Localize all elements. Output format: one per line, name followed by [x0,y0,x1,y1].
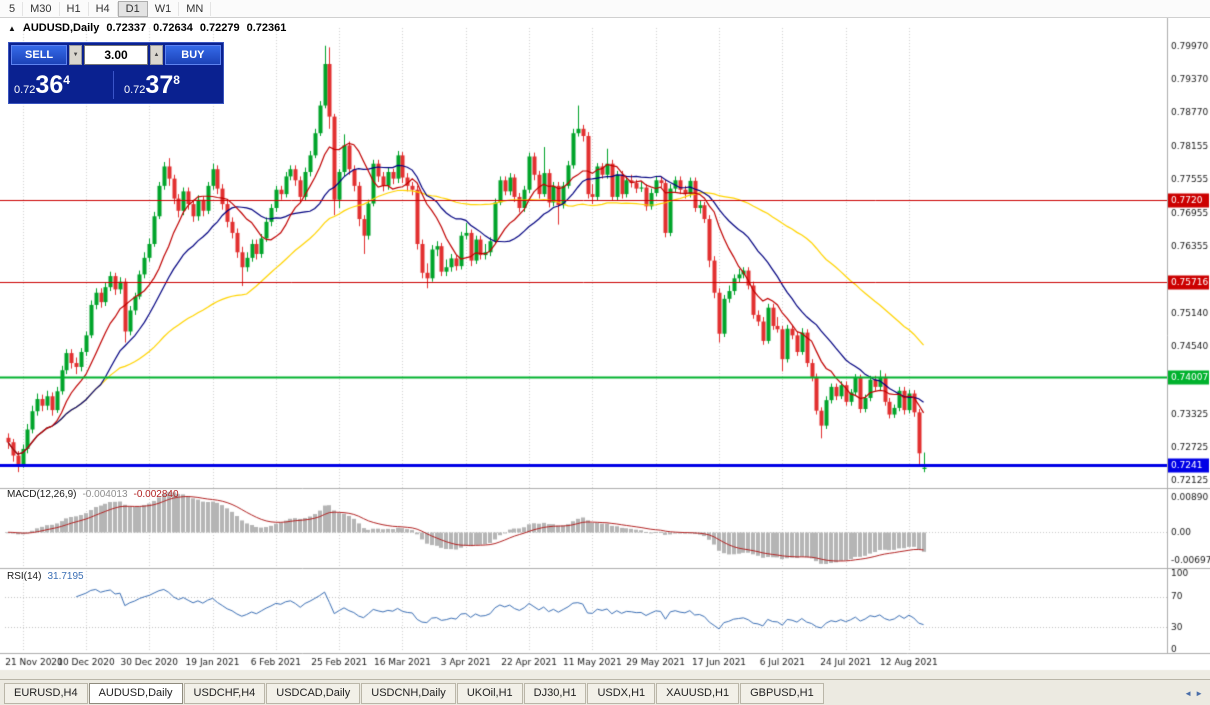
trade-panel-divider [113,71,114,99]
sell-button[interactable]: SELL [11,45,68,65]
macd-value-main: -0.004013 [82,489,128,500]
lot-decrease-button[interactable]: ▼ [69,45,82,65]
timeframe-mn-button[interactable]: MN [179,1,212,16]
chart-title: ▲ AUDUSD,Daily 0.72337 0.72634 0.72279 0… [8,22,286,34]
tab-xauusd-h1[interactable]: XAUUSD,H1 [656,682,740,704]
one-click-trading-panel: SELL ▼ ▲ BUY 0.72364 0.72378 [8,42,224,104]
macd-label: MACD(12,26,9) -0.004013 -0.002840 [7,489,179,500]
timeframe-m30-button[interactable]: M30 [23,1,60,16]
tab-audusd-daily[interactable]: AUDUSD,Daily [88,682,183,704]
chart-tab-bar: EURUSD,H4 AUDUSD,Daily USDCHF,H4 USDCAD,… [0,679,1210,705]
sell-price: 0.72364 [9,71,113,100]
rsi-label: RSI(14) 31.7195 [7,571,84,582]
lot-increase-button[interactable]: ▲ [150,45,163,65]
timeframe-5-button[interactable]: 5 [2,1,24,16]
timeframe-h4-button[interactable]: H4 [89,1,118,16]
buy-price-sup: 8 [173,72,180,87]
ohlc-open: 0.72337 [106,22,147,34]
tab-usdcnh-daily[interactable]: USDCNH,Daily [361,682,456,704]
tab-gbpusd-h1[interactable]: GBPUSD,H1 [740,682,824,704]
sell-price-prefix: 0.72 [14,83,36,96]
buy-button[interactable]: BUY [164,45,221,65]
sell-price-big: 36 [35,70,64,99]
tab-scroll-controls: ◄ ► [1184,689,1206,698]
macd-value-signal: -0.002840 [133,489,179,500]
timeframe-w1-button[interactable]: W1 [148,1,180,16]
trade-panel-toggle-icon[interactable]: ▲ [8,23,16,33]
timeframe-d1-button[interactable]: D1 [117,0,148,17]
lot-size-input[interactable] [84,45,148,65]
tab-usdx-h1[interactable]: USDX,H1 [587,682,656,704]
buy-price: 0.72378 [114,71,223,100]
tab-ukoil-h1[interactable]: UKOil,H1 [456,682,523,704]
ohlc-high: 0.72634 [153,22,193,34]
tab-dj30-h1[interactable]: DJ30,H1 [523,682,587,704]
chart-area: ▲ AUDUSD,Daily 0.72337 0.72634 0.72279 0… [0,18,1210,679]
ohlc-low: 0.72279 [199,22,240,34]
tab-scroll-right-icon[interactable]: ► [1195,688,1203,698]
tab-eurusd-h4[interactable]: EURUSD,H4 [4,682,88,704]
buy-price-prefix: 0.72 [124,83,146,96]
timeframe-toolbar: 5 M30 H1 H4 D1 W1 MN [0,0,1210,18]
chart-symbol-label: AUDUSD,Daily [22,22,100,34]
tab-usdcad-daily[interactable]: USDCAD,Daily [266,682,361,704]
tab-usdchf-h4[interactable]: USDCHF,H4 [183,682,266,704]
rsi-value: 31.7195 [47,571,84,582]
rsi-name: RSI(14) [7,571,42,582]
tab-scroll-left-icon[interactable]: ◄ [1184,688,1193,698]
timeframe-h1-button[interactable]: H1 [60,1,89,16]
macd-name: MACD(12,26,9) [7,489,77,500]
ohlc-close: 0.72361 [246,22,287,34]
sell-price-sup: 4 [63,72,70,87]
chart-canvas[interactable] [0,18,1210,679]
buy-price-big: 37 [145,70,174,99]
